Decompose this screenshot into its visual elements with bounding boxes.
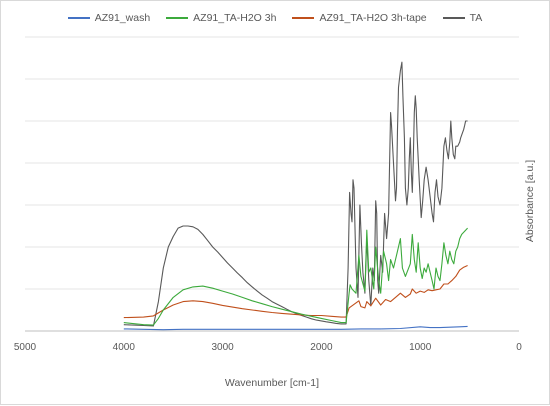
x-tick-label: 4000 (113, 342, 136, 353)
x-axis-title: Wavenumber [cm-1] (225, 377, 319, 389)
gridlines (25, 36, 519, 290)
legend-swatch-ta (442, 17, 465, 19)
x-tick-labels: 5000 4000 3000 2000 1000 0 (14, 342, 522, 353)
legend: AZ91_wash AZ91_TA-H2O 3h AZ91_TA-H2O 3h-… (1, 10, 549, 26)
legend-label-az91-ta-h2o-3h-tape: AZ91_TA-H2O 3h-tape (319, 12, 427, 24)
legend-swatch-az91-wash (67, 17, 90, 19)
series-line-az91-ta-h2o-3h-tape (123, 264, 468, 319)
x-tick-label: 0 (516, 342, 522, 353)
legend-item-az91-ta-h2o-3h-tape: AZ91_TA-H2O 3h-tape (292, 10, 427, 26)
series-line-az91-wash (123, 325, 468, 331)
x-tick-label: 3000 (211, 342, 234, 353)
legend-swatch-az91-ta-h2o-3h-tape (292, 17, 315, 19)
legend-label-az91-ta-h2o-3h: AZ91_TA-H2O 3h (193, 12, 277, 24)
series-line-az91-ta-h2o-3h (123, 227, 468, 326)
legend-label-az91-wash: AZ91_wash (94, 12, 151, 24)
legend-item-az91-ta-h2o-3h: AZ91_TA-H2O 3h (166, 10, 276, 26)
x-tick-label: 1000 (409, 342, 432, 353)
legend-item-ta: TA (442, 10, 483, 26)
legend-item-az91-wash: AZ91_wash (67, 10, 151, 26)
legend-label-ta: TA (469, 12, 483, 24)
legend-swatch-az91-ta-h2o-3h (166, 17, 189, 19)
y-axis-title: Absorbance [a.u.] (524, 160, 536, 242)
x-tick-label: 5000 (14, 342, 37, 353)
series-line-ta (123, 61, 468, 327)
x-tick-label: 2000 (310, 342, 333, 353)
series-layer (123, 61, 468, 331)
